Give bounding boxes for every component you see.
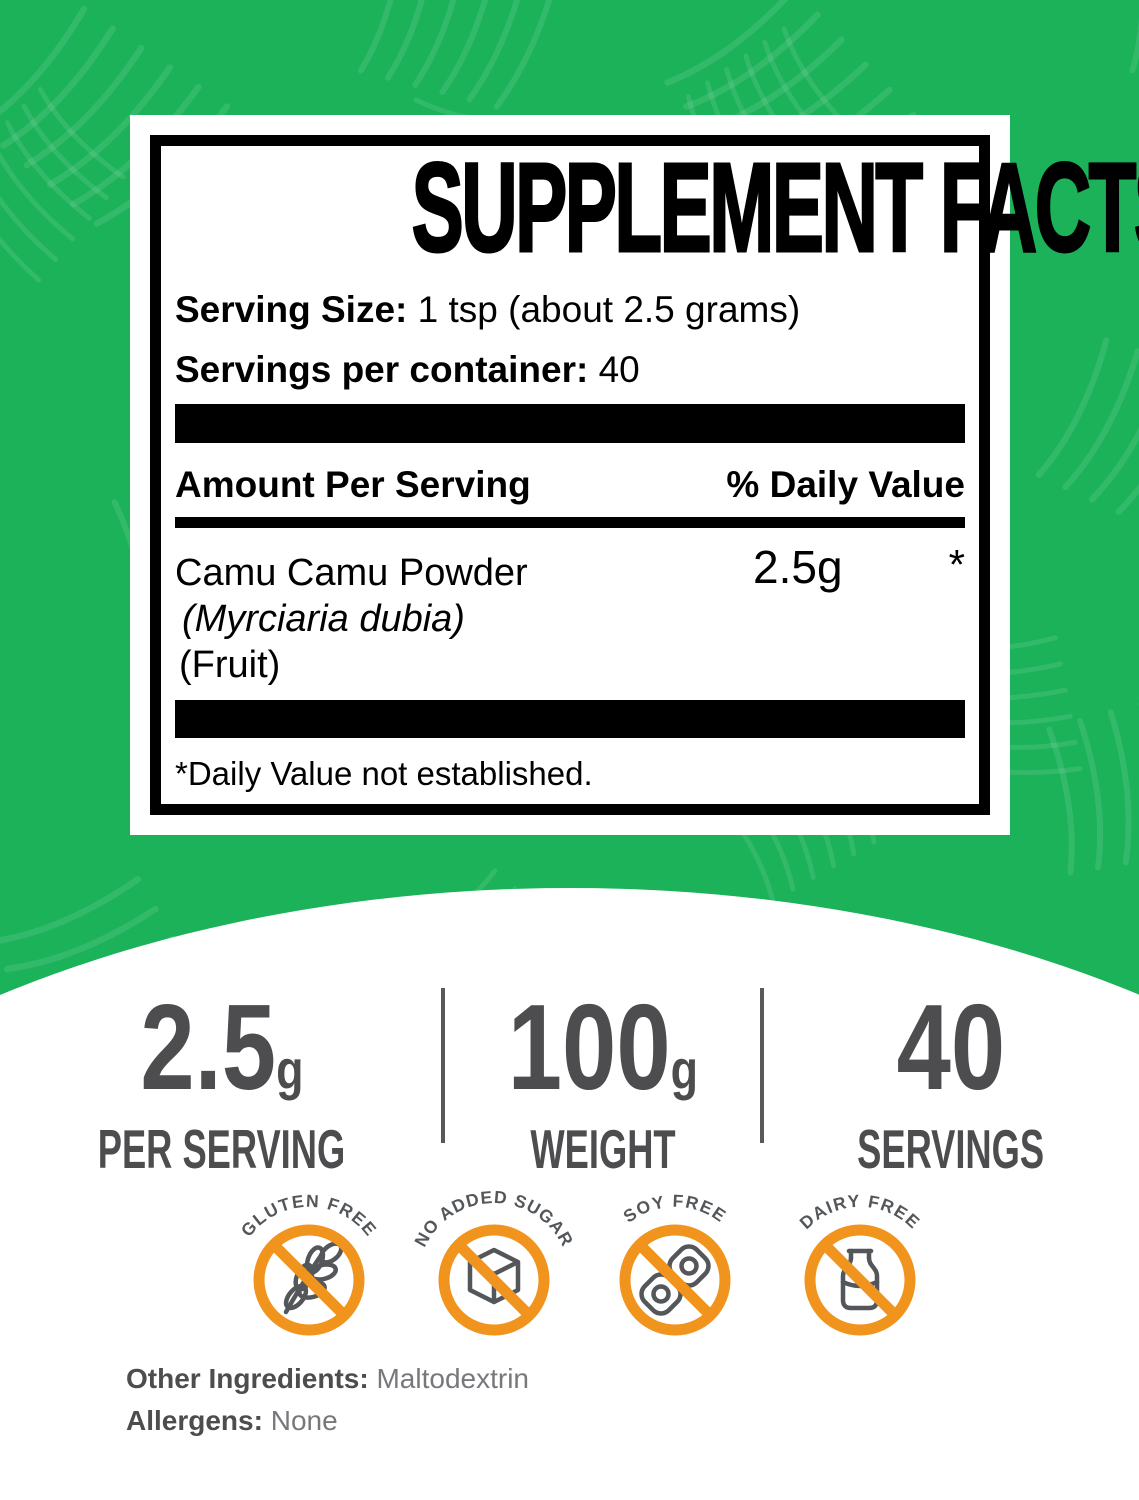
stat-weight-label: WEIGHT <box>529 1118 676 1180</box>
servings-value: 40 <box>588 349 640 390</box>
separator-bar-top <box>175 404 965 443</box>
facts-title-text: SUPPLEMENT FACTS <box>411 137 1139 278</box>
allergens-line: Allergens: None <box>126 1400 529 1442</box>
other-ingredients-value: Maltodextrin <box>368 1363 529 1394</box>
stat-unit: g <box>275 1038 304 1101</box>
stat-per-serving-label: PER SERVING <box>97 1118 346 1180</box>
prohibition-circle-icon <box>804 1224 916 1336</box>
badge-arc-label-text: NO ADDED SUGAR <box>410 1187 576 1250</box>
stat-servings: 40 SERVINGS <box>762 985 1139 1177</box>
servings-label: Servings per container: <box>175 349 589 390</box>
stat-divider <box>441 988 445 1143</box>
ingredient-name: Camu Camu Powder <box>175 552 528 594</box>
other-ingredients-line: Other Ingredients: Maltodextrin <box>126 1358 529 1400</box>
stat-per-serving-value: 2.5g <box>140 986 304 1122</box>
soy-free-badge-graphic: SOY FREE <box>619 1191 731 1336</box>
badge-arc-label: NO ADDED SUGAR <box>410 1187 577 1250</box>
badge-dairy-free: DAIRY FREE <box>767 1178 953 1346</box>
ingredient-amount: 2.5g <box>753 541 843 593</box>
supplement-facts-panel: SUPPLEMENT FACTS Serving Size: 1 tsp (ab… <box>130 115 1139 835</box>
stat-value: 2.5 <box>139 979 276 1115</box>
prohibition-circle-icon <box>619 1224 731 1336</box>
prohibition-circle-icon <box>253 1224 365 1336</box>
stat-per-serving: 2.5g PER SERVING <box>0 985 443 1177</box>
facts-title: SUPPLEMENT FACTS <box>175 143 1139 272</box>
other-ingredients-label: Other Ingredients: <box>126 1363 369 1394</box>
serving-size-value: 1 tsp (about 2.5 grams) <box>407 289 801 330</box>
header-rule <box>175 517 965 528</box>
badge-gluten-free: GLUTEN FREE <box>216 1178 402 1346</box>
table-header-row: Amount Per Serving % Daily Value <box>175 465 965 505</box>
ingredient-latin-name: (Myrciaria dubia) <box>182 598 465 640</box>
ingredient-row: Camu Camu Powder (Myrciaria dubia) (Frui… <box>175 542 965 688</box>
stat-weight-value: 100g <box>507 986 698 1122</box>
stat-value: 100 <box>507 979 671 1115</box>
dairy-free-badge-graphic: DAIRY FREE <box>796 1191 923 1336</box>
daily-value-footnote: *Daily Value not established. <box>175 755 593 792</box>
badge-soy-free: SOY FREE <box>582 1178 768 1346</box>
facts-border-box: SUPPLEMENT FACTS Serving Size: 1 tsp (ab… <box>150 135 1139 815</box>
allergens-value: None <box>262 1405 338 1436</box>
badge-no-added-sugar: NO ADDED SUGAR <box>401 1178 587 1346</box>
prohibition-circle-icon <box>438 1224 550 1336</box>
stat-unit: g <box>670 1038 698 1101</box>
stat-value: 40 <box>896 979 1005 1115</box>
curved-white-divider <box>0 888 1139 1500</box>
footer-info: Other Ingredients: Maltodextrin Allergen… <box>126 1358 529 1442</box>
badge-arc-label: SOY FREE <box>620 1191 731 1227</box>
daily-value-header: % Daily Value <box>726 464 965 505</box>
stat-divider <box>760 988 764 1143</box>
ingredient-plant-part: (Fruit) <box>179 644 281 686</box>
badge-arc-label-text: SOY FREE <box>620 1191 729 1227</box>
stat-weight: 100g WEIGHT <box>443 985 762 1177</box>
gluten-free-badge-graphic: GLUTEN FREE <box>237 1191 380 1336</box>
stats-row: 2.5g PER SERVING 100g WEIGHT 40 SERVINGS <box>0 985 1139 1177</box>
ingredient-daily-value-asterisk: * <box>948 541 965 588</box>
no-added-sugar-badge-graphic: NO ADDED SUGAR <box>410 1187 577 1336</box>
serving-size-label: Serving Size: <box>175 289 408 330</box>
serving-size-line: Serving Size: 1 tsp (about 2.5 grams) <box>175 288 965 332</box>
servings-per-container-line: Servings per container: 40 <box>175 348 965 392</box>
amount-per-serving-header: Amount Per Serving <box>175 464 531 505</box>
allergens-label: Allergens: <box>126 1405 263 1436</box>
stat-servings-label: SERVINGS <box>857 1118 1044 1180</box>
separator-bar-bottom <box>175 700 965 738</box>
stat-servings-value: 40 <box>896 986 1005 1122</box>
